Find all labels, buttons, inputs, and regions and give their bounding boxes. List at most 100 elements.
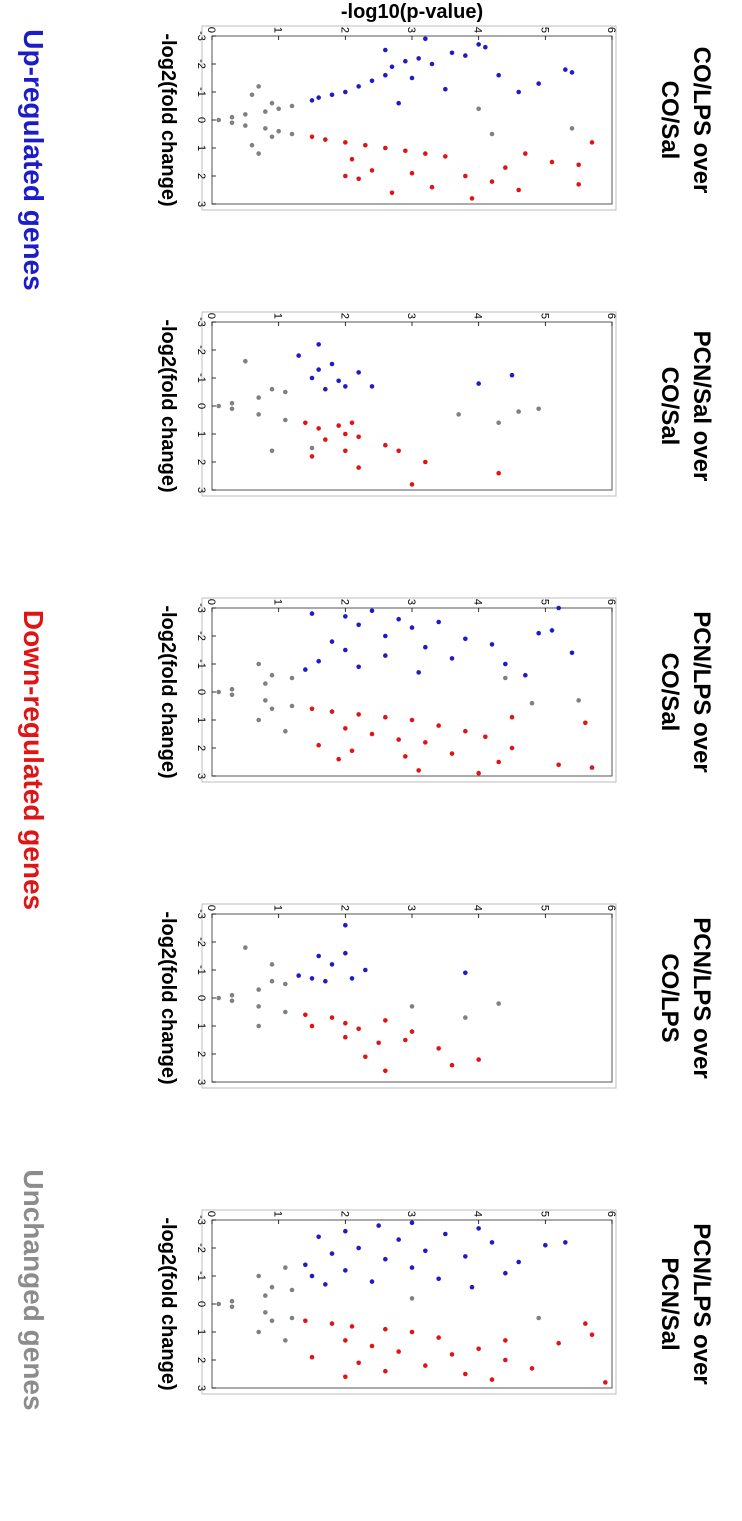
data-point-down <box>409 170 415 176</box>
data-point-down <box>356 1360 361 1366</box>
data-point-down <box>409 1029 415 1034</box>
data-point-unchanged <box>256 987 261 992</box>
data-point-down <box>409 482 415 487</box>
y-tick-label: 2 <box>338 27 350 33</box>
data-point-unchanged <box>263 126 268 131</box>
data-point-down <box>349 156 355 162</box>
data-point-up <box>323 978 328 984</box>
data-point-down <box>303 1318 308 1324</box>
data-point-unchanged <box>529 700 535 706</box>
data-point-up <box>329 1251 335 1256</box>
y-tick-label: 4 <box>472 313 484 319</box>
x-tick-label: 0 <box>195 117 207 123</box>
data-point-unchanged <box>256 1273 261 1279</box>
data-point-unchanged <box>283 1265 288 1270</box>
data-point-down <box>369 168 375 173</box>
panel-title: PCN/Sal <box>656 1257 683 1350</box>
data-point-up <box>409 625 415 630</box>
x-tick-label: -2 <box>195 345 207 355</box>
data-point-up <box>516 89 521 95</box>
data-point-down <box>363 142 368 148</box>
data-point-down <box>436 1046 441 1051</box>
data-point-up <box>316 342 321 347</box>
x-tick-label: 0 <box>195 403 207 409</box>
x-tick-label: -2 <box>195 1243 207 1253</box>
data-point-down <box>356 176 361 182</box>
data-point-down <box>476 1346 481 1352</box>
data-point-unchanged <box>576 698 581 703</box>
x-tick-label: 3 <box>195 1079 207 1085</box>
y-tick-label: 4 <box>472 599 484 605</box>
data-point-up <box>343 1228 348 1234</box>
x-tick-label: 0 <box>195 995 207 1001</box>
data-point-unchanged <box>216 117 221 123</box>
data-point-down <box>383 714 388 720</box>
data-point-unchanged <box>256 1329 261 1335</box>
data-point-down <box>323 437 328 442</box>
data-point-unchanged <box>229 998 235 1004</box>
data-point-down <box>496 470 501 476</box>
data-point-down <box>343 1020 348 1026</box>
data-point-up <box>463 636 468 642</box>
data-point-unchanged <box>289 103 295 109</box>
x-tick-label: -3 <box>195 317 207 327</box>
x-tick-label: 1 <box>195 1023 207 1029</box>
data-point-unchanged <box>263 698 268 703</box>
legend: Up-regulated genes Down-regulated genes Un… <box>18 29 49 1410</box>
data-point-down <box>436 723 441 728</box>
data-point-unchanged <box>256 1023 261 1029</box>
y-tick-label: 6 <box>605 313 617 319</box>
data-point-down <box>343 140 348 145</box>
data-point-unchanged <box>283 417 288 423</box>
data-point-down <box>343 1034 348 1040</box>
data-point-up <box>343 922 348 928</box>
y-tick-label: 2 <box>338 1211 350 1217</box>
data-point-up <box>563 1240 568 1245</box>
data-point-down <box>476 1057 481 1062</box>
data-point-unchanged <box>269 386 275 392</box>
data-point-unchanged <box>289 675 295 681</box>
data-point-down <box>309 1023 315 1029</box>
data-point-unchanged <box>269 100 275 106</box>
data-point-up <box>323 386 328 392</box>
data-point-unchanged <box>229 114 235 120</box>
x-tick-label: 3 <box>195 487 207 493</box>
data-point-down <box>503 165 508 170</box>
data-point-down <box>343 173 348 179</box>
data-point-up <box>536 81 541 86</box>
panel-title: PCN/LPS over <box>688 917 715 1078</box>
data-point-up <box>296 973 301 978</box>
data-point-unchanged <box>463 1015 468 1020</box>
data-point-down <box>589 765 595 770</box>
data-point-down <box>489 1377 495 1382</box>
data-point-unchanged <box>229 400 235 406</box>
data-point-up <box>489 642 495 647</box>
data-point-down <box>383 1068 388 1074</box>
data-point-up <box>329 361 335 367</box>
data-point-unchanged <box>276 106 281 112</box>
data-point-unchanged <box>289 131 295 137</box>
data-point-down <box>309 134 315 140</box>
y-tick-label: 4 <box>472 905 484 911</box>
data-point-down <box>423 151 428 156</box>
x-tick-label: -3 <box>195 1215 207 1225</box>
data-point-up <box>563 67 568 72</box>
data-point-down <box>383 1368 388 1374</box>
data-point-down <box>403 1037 408 1043</box>
y-tick-label: 0 <box>205 905 217 911</box>
data-point-down <box>329 709 335 714</box>
data-point-up <box>309 611 315 616</box>
data-point-unchanged <box>269 962 275 967</box>
data-point-unchanged <box>216 689 221 695</box>
data-point-unchanged <box>269 1284 275 1290</box>
data-point-up <box>356 370 361 375</box>
data-point-down <box>463 728 468 734</box>
data-point-up <box>376 1223 381 1228</box>
data-point-up <box>369 384 375 389</box>
data-point-down <box>589 1332 595 1338</box>
data-point-down <box>356 465 361 470</box>
